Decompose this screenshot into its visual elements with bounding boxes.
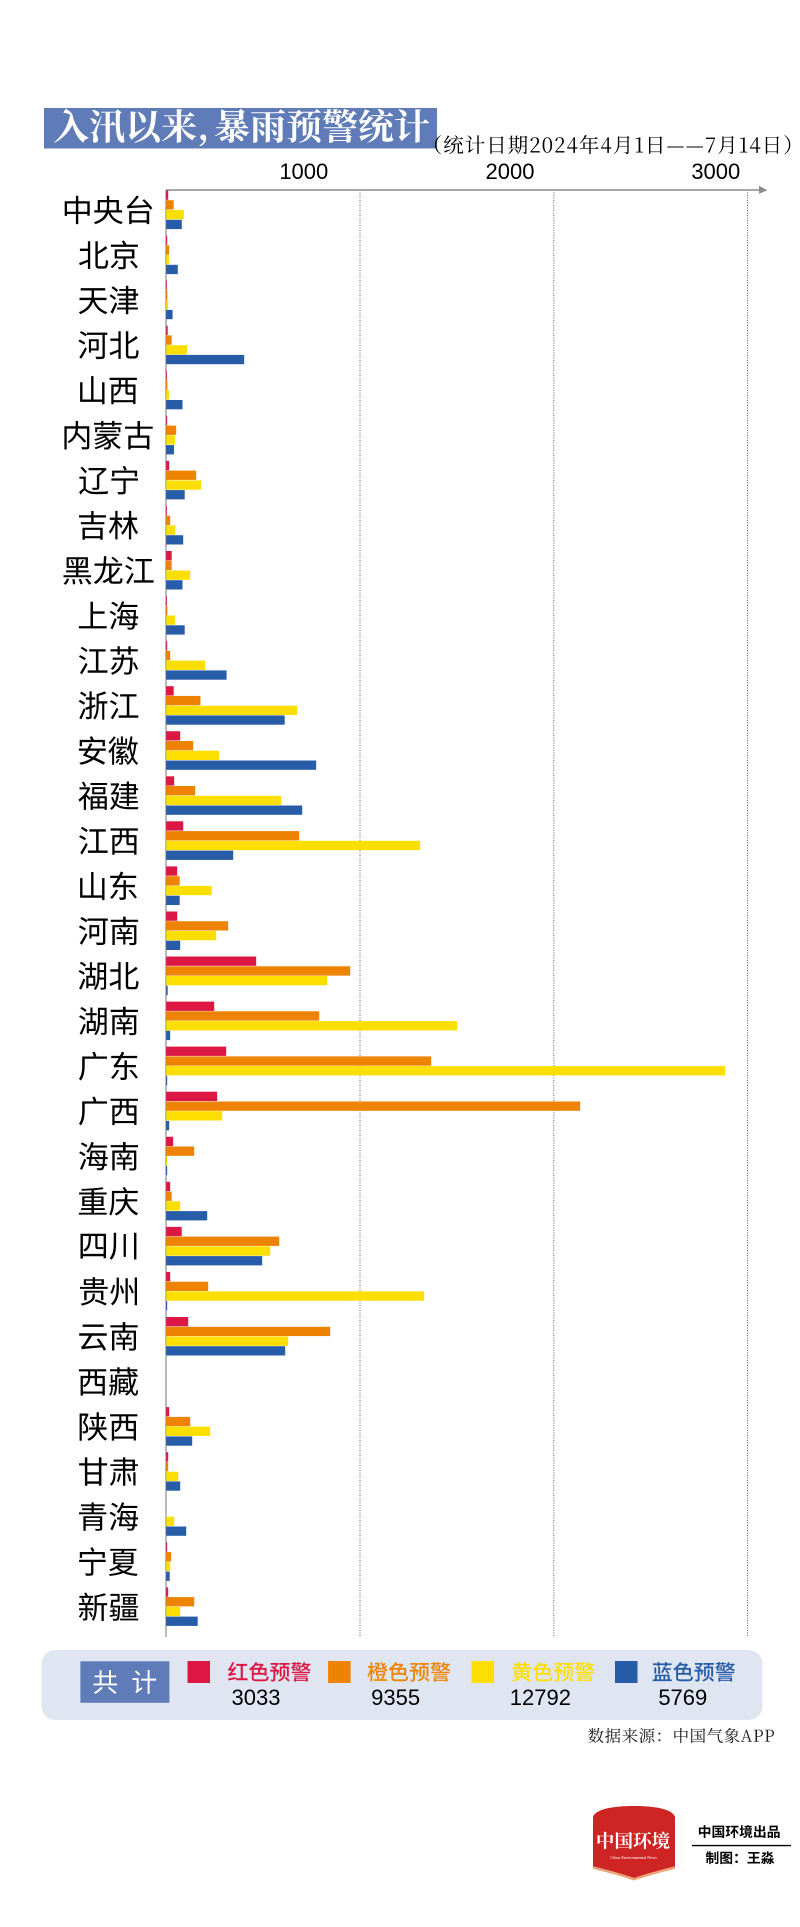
svg-text:12792: 12792 xyxy=(510,1685,571,1710)
svg-text:5769: 5769 xyxy=(658,1685,707,1710)
svg-text:3000: 3000 xyxy=(691,159,740,184)
svg-text:3033: 3033 xyxy=(232,1685,281,1710)
svg-text:1000: 1000 xyxy=(279,159,328,184)
svg-text:China Environmental News: China Environmental News xyxy=(610,1855,657,1860)
svg-text:9355: 9355 xyxy=(371,1685,420,1710)
svg-text:2000: 2000 xyxy=(486,159,535,184)
